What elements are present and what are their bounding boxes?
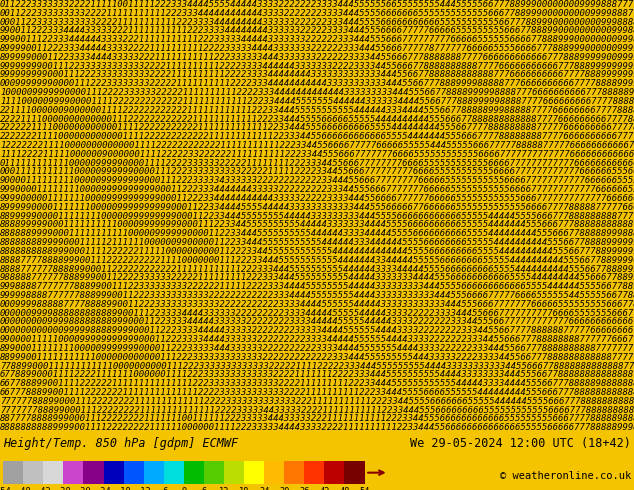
Text: 99988887777777888990011122333333333222222111112222333444455555555444443333333334: 9998888777777788899001112233333333322222…: [0, 282, 634, 291]
Text: 89900011111111000009999999000011222333334443333332222222222333344445555555444433: 8990001111111100000999999900001122233333…: [0, 344, 634, 353]
Bar: [63, 461, 84, 484]
Bar: [204, 461, 224, 484]
Text: 99000011111000099999999999000112223333444433333322222222233334444455555544443333: 9900001111100009999999999900011222333344…: [0, 335, 634, 344]
Bar: [124, 461, 144, 484]
Text: 36: 36: [299, 487, 309, 490]
Bar: [344, 461, 365, 484]
Text: -42: -42: [36, 487, 51, 490]
Text: 88887777888899900111222222222211110000000111222334445555555555544444443344444555: 8888777788889990011122222222221111000000…: [0, 256, 634, 265]
Text: 12222222111100000000000001111222222222222111111111112223344556666777776666655555: 1222222211110000000000000111122222222222…: [0, 141, 634, 150]
Text: 77777788899000111222222221111111111111222233333333333332221111111111122233445555: 7777778889900011122222222111111111111122…: [0, 397, 634, 406]
Text: © weatheronline.co.uk: © weatheronline.co.uk: [500, 471, 631, 481]
Text: 89999900001111111000009999999999000112233444455554444433333333333344455566666776: 8999990000111111100000999999999900011223…: [0, 203, 634, 212]
Text: 00099998888877778888990011222333333333333222222222223333444455555544444333333333: 0009999888887777888899001122233333333333…: [0, 300, 634, 309]
Bar: [103, 461, 124, 484]
Text: 77889900011111111111100000000001112223333333333333222221111222223334445555555554: 7788990001111111111110000000000111222333…: [0, 362, 634, 370]
Text: 00112223333333332222111111111112223334444444444443333222222233334445555666666655: 0011222333333333222211111111111222333444…: [0, 9, 634, 18]
Text: 89999001122233344444333322221111111111222233333444433333332222223334445566677777: 8999900112223334444433332222111111111122…: [0, 44, 634, 53]
Text: 99999888877777788899900112223333333333322222222222233344445555555544443333333333: 9999988887777778889990011222333333333332…: [0, 291, 634, 300]
Text: 88888888889999001111222222221111110000001111222333334444333322221111111111223344: 8888888888999900111122222222111111000000…: [0, 423, 634, 432]
Text: 88999001111111111100000000000011122233333333333332222222222222333444555555555444: 8899900111111111110000000000001112223333…: [0, 353, 634, 362]
Text: 67788990001111222211111110000001111222333333333333322221111111222233344455555555: 6778899000111122221111111000000111122233…: [0, 370, 634, 379]
Text: 90000111111111000009999999900011122233333433333322222222222233444556667777777766: 9000011111111100000999999990001112223333…: [0, 176, 634, 185]
Bar: [84, 461, 103, 484]
Text: -12: -12: [136, 487, 152, 490]
Text: 0: 0: [181, 487, 186, 490]
Text: 30: 30: [279, 487, 290, 490]
Bar: [184, 461, 204, 484]
Text: We 29-05-2024 12:00 UTC (18+42): We 29-05-2024 12:00 UTC (18+42): [410, 437, 631, 450]
Text: 88887777778888990001122222222222211111111111122233344455555555554444443333444445: 8888777777888899000112222222222221111111…: [0, 265, 634, 273]
Text: 12: 12: [219, 487, 230, 490]
Text: 00000000000099999888899990001122233334444433333222222223333344445555554444333322: 0000000000009999988889999000112223333444…: [0, 326, 634, 335]
Text: 88777788889990001112222222211111110011111122233333444333332221111111111122233445: 8877778888999000111222222221111111001111…: [0, 415, 634, 423]
Text: 22222221111000000000000111122222222222211111111111122333445566666666666655554444: 2222222111100000000000011112222222222221…: [0, 132, 634, 141]
Bar: [23, 461, 43, 484]
Text: 00000099998888888888899001112233334444333333222222222333344444555554444433332222: 0000009999888888888889900111223333444433…: [0, 309, 634, 318]
Text: 11112222111110000009000000111122222332222221111111111222334455566677777776666555: 1111222211111000000900000011112222233222…: [0, 150, 634, 159]
Text: 00000000099998888888899900011223333444443333332222222233334444455555444443333222: 0000000009999888888889990001122333344444…: [0, 318, 634, 326]
Text: 88888888999900011111211111100000099000001122334445555555555544444433344444455556: 8888888899990001111121111110000009900000…: [0, 238, 634, 247]
Text: -48: -48: [15, 487, 31, 490]
Bar: [144, 461, 164, 484]
Text: 00099999990000111222333333332222211111111112222333444444444443333333333344455667: 0009999999000011122233333333222221111111…: [0, 79, 634, 88]
Text: 22222211110000000000001111222222222221111111111111223344455566666666655554444444: 2222221111000000000000111122222222222111…: [0, 123, 634, 132]
Text: 88889999900011111111110000999999990001112233445555555555444443333333444455556666: 8888999990001111111111000099999999000111…: [0, 220, 634, 229]
Text: 48: 48: [339, 487, 350, 490]
Bar: [284, 461, 304, 484]
Text: 99001122233344443333322211111111111222333344444444333333222223333444555666677777: 9900112223334444333332221111111111122233…: [0, 26, 634, 35]
Text: 98888877777788899900112222333333222221111111112223334445555555555444443333333444: 9888887777778889990011222233333322222111…: [0, 273, 634, 282]
Bar: [244, 461, 264, 484]
Text: Height/Temp. 850 hPa [gdpm] ECMWF: Height/Temp. 850 hPa [gdpm] ECMWF: [3, 437, 238, 450]
Text: -6: -6: [158, 487, 169, 490]
Text: 01111111111110000099999000011112222333333222221111111122233344556667777777766665: 0111111111111000009999900001111222233333…: [0, 159, 634, 168]
Bar: [164, 461, 184, 484]
Text: 42: 42: [319, 487, 330, 490]
Text: 88888899990001111111111100000999999000011223344455555555554444443333444445555666: 8888889999000111111111110000099999900001…: [0, 229, 634, 238]
Text: 89999900011223333444433333222111111111112223333334443333333222222333344556667778: 8999990001122333344443333322211111111111…: [0, 53, 634, 62]
Bar: [3, 461, 23, 484]
Text: -18: -18: [116, 487, 131, 490]
Bar: [264, 461, 284, 484]
Bar: [43, 461, 63, 484]
Text: 00011111111111000009999990000111222333333333322222111112222334455666777777777666: 0001111111111100000999999000011122233333…: [0, 168, 634, 176]
Bar: [325, 461, 344, 484]
Text: 99900111223334444443333222111111111112223333344444333333322222233344455566677777: 9990011122333444444333322211111111111222…: [0, 35, 634, 44]
Text: 88999990000111111110000099999999900011223344455555555444443333333334445555666666: 8899999000011111111000009999999990001122…: [0, 212, 634, 220]
Text: 99900001111111100009999999999000112223334444444333332222222223334455566677777776: 9990000111111110000999999999900011222333…: [0, 185, 634, 194]
Text: 54: 54: [359, 487, 370, 490]
Text: 77777778889900011122222222111111111111112222333334433333222211111111111223344455: 7777777888990001112222222211111111111111…: [0, 406, 634, 415]
Text: 66778889900111122222211111111111111122233333333333332222111111111222334445555555: 6677888990011112222221111111111111112223…: [0, 379, 634, 388]
Text: 00011223333333333322221111111111122233334444444443333332222223334445555666666666: 0001122333333333332222111111111112223333…: [0, 18, 634, 26]
Bar: [304, 461, 325, 484]
Text: -30: -30: [75, 487, 91, 490]
Text: 88888888889990001111222222111110000000000112223344555555555555444444444444445555: 8888888888999000111122222211111000000000…: [0, 247, 634, 256]
Text: -38: -38: [56, 487, 71, 490]
Text: 10000099999900001112222333333222221111111111222233344444444444443333333334445556: 1000009999990000111222233333322222111111…: [0, 88, 634, 97]
Text: 22111100000090000001111222222222222111111111111222334445555555555544444433344445: 2211110000009000000111122222222222211111…: [0, 106, 634, 115]
Text: 66777888990011112222222111111111111112222333333333333222211111111112223344455556: 6677788899001111222222211111111111111222…: [0, 388, 634, 397]
Text: -54: -54: [0, 487, 11, 490]
Bar: [224, 461, 244, 484]
Text: -24: -24: [96, 487, 112, 490]
Text: 99999999001112233333333333322221111111111222233334444443333333222233334455666778: 9999999900111223333333333332222111111111…: [0, 62, 634, 71]
Text: 99999999900011122233333333332222111111111122223333444444443333333333333444556677: 9999999990001112223333333333222211111111…: [0, 71, 634, 79]
Text: 24: 24: [259, 487, 269, 490]
Text: 99990000011111110000999999999900011222334444444444433333222223333444556666777777: 9999000001111111000099999999990001122233…: [0, 194, 634, 203]
Text: 01122233333332222111110011111222333444455554444433332222222333344455555566555555: 0112223333333222211111001111122233344445…: [0, 0, 634, 9]
Text: 11110000099990000111122222222222221111111111112223344445555555444444333333444455: 1111000009999000011112222222222222111111…: [0, 97, 634, 106]
Text: 22221111000000000000011122222222222211111111111122233444555566666555554444444444: 2222111100000000000001112222222222221111…: [0, 115, 634, 123]
Text: 6: 6: [202, 487, 207, 490]
Text: 18: 18: [239, 487, 249, 490]
